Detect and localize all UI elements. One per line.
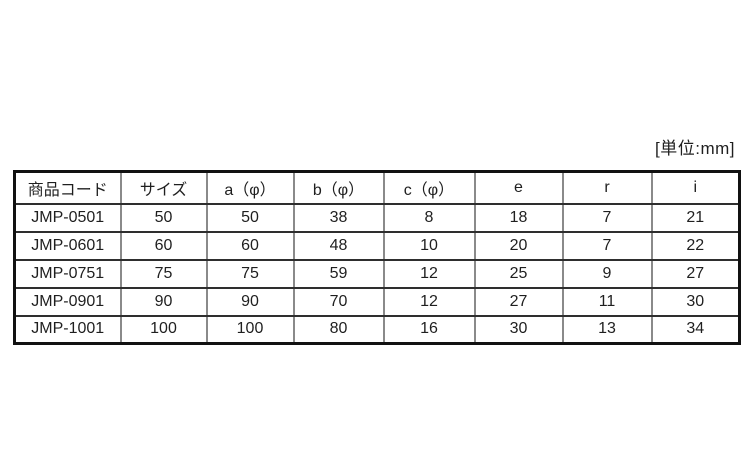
table-cell: 60: [119, 230, 208, 261]
table-cell: 59: [292, 258, 385, 289]
table-cell: 50: [119, 202, 208, 233]
table-cell: 11: [561, 286, 653, 317]
column-header-a-diameter: a（φ）: [205, 170, 295, 205]
table-cell: 18: [473, 202, 564, 233]
product-code-cell: JMP-0901: [13, 286, 122, 317]
table-cell: 100: [119, 314, 208, 345]
table-cell: 90: [119, 286, 208, 317]
table-cell: 30: [650, 286, 741, 317]
table-cell: 7: [561, 230, 653, 261]
table-cell: 9: [561, 258, 653, 289]
table-cell: 30: [473, 314, 564, 345]
table-cell: 21: [650, 202, 741, 233]
table-cell: 90: [205, 286, 295, 317]
product-code-cell: JMP-0751: [13, 258, 122, 289]
table-cell: 20: [473, 230, 564, 261]
product-code-cell: JMP-0501: [13, 202, 122, 233]
column-header-size: サイズ: [119, 170, 208, 205]
table-cell: 34: [650, 314, 741, 345]
column-header-e: e: [473, 170, 564, 205]
table-row: JMP-0751 75 75 59 12 25 9 27: [13, 258, 741, 289]
table-cell: 16: [382, 314, 476, 345]
table-row: JMP-1001 100 100 80 16 30 13 34: [13, 314, 741, 345]
table-cell: 27: [473, 286, 564, 317]
column-header-product-code: 商品コード: [13, 170, 122, 205]
table-cell: 75: [205, 258, 295, 289]
table-cell: 25: [473, 258, 564, 289]
spec-table-block: [単位:mm] 商品コード サイズ a（φ） b（φ） c（φ） e r i: [13, 137, 741, 345]
table-cell: 60: [205, 230, 295, 261]
table-cell: 48: [292, 230, 385, 261]
table-row: JMP-0901 90 90 70 12 27 11 30: [13, 286, 741, 317]
column-header-c-diameter: c（φ）: [382, 170, 476, 205]
table-cell: 27: [650, 258, 741, 289]
table-cell: 70: [292, 286, 385, 317]
product-code-cell: JMP-1001: [13, 314, 122, 345]
table-cell: 12: [382, 286, 476, 317]
product-code-cell: JMP-0601: [13, 230, 122, 261]
table-row: JMP-0501 50 50 38 8 18 7 21: [13, 202, 741, 233]
table-cell: 38: [292, 202, 385, 233]
table-cell: 80: [292, 314, 385, 345]
table-cell: 10: [382, 230, 476, 261]
table-cell: 100: [205, 314, 295, 345]
table-cell: 12: [382, 258, 476, 289]
unit-label: [単位:mm]: [655, 139, 735, 158]
table-cell: 22: [650, 230, 741, 261]
table-row: JMP-0601 60 60 48 10 20 7 22: [13, 230, 741, 261]
column-header-i: i: [650, 170, 741, 205]
table-cell: 50: [205, 202, 295, 233]
column-header-r: r: [561, 170, 653, 205]
column-header-b-diameter: b（φ）: [292, 170, 385, 205]
product-spec-table: 商品コード サイズ a（φ） b（φ） c（φ） e r i JMP-0501 …: [13, 170, 741, 345]
table-cell: 8: [382, 202, 476, 233]
table-cell: 13: [561, 314, 653, 345]
table-cell: 75: [119, 258, 208, 289]
header-row: 商品コード サイズ a（φ） b（φ） c（φ） e r i: [13, 170, 741, 205]
table-cell: 7: [561, 202, 653, 233]
